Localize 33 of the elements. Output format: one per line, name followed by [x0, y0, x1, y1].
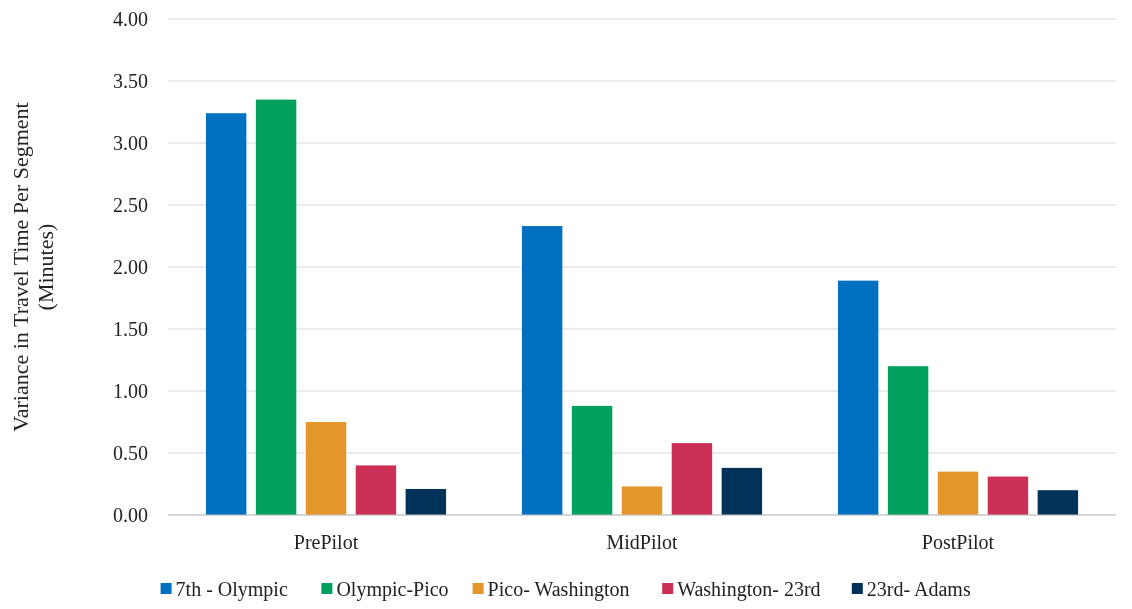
legend-label: 7th - Olympic: [175, 578, 288, 601]
y-axis-title: Variance in Travel Time Per Segment (Minutes): [8, 102, 59, 432]
bar: [1037, 490, 1079, 515]
y-tick-label: 0.00: [113, 504, 148, 526]
y-tick-label: 3.00: [113, 132, 148, 154]
bar: [721, 467, 763, 515]
bar: [205, 113, 247, 515]
y-tick-label: 1.50: [113, 318, 148, 340]
legend-label: Olympic-Pico: [336, 578, 449, 601]
bar: [987, 476, 1029, 515]
legend-label: Pico- Washington: [487, 578, 630, 601]
bar: [255, 99, 297, 515]
bar: [405, 488, 447, 515]
x-tick-label: MidPilot: [606, 531, 679, 553]
bar: [621, 486, 663, 515]
y-tick-label: 0.50: [113, 442, 148, 464]
y-tick-label: 4.00: [113, 8, 148, 30]
bar: [571, 405, 613, 515]
y-tick-label: 2.00: [113, 256, 148, 278]
bar: [305, 422, 347, 515]
bar: [937, 471, 979, 515]
x-tick-label: PrePilot: [293, 531, 359, 553]
bar: [355, 465, 397, 515]
x-tick-label: PostPilot: [921, 531, 995, 553]
bar: [671, 443, 713, 515]
y-tick-label: 1.00: [113, 380, 148, 402]
bar: [837, 280, 879, 515]
bar: [887, 366, 929, 515]
legend-label: 23rd- Adams: [866, 578, 971, 600]
y-tick-label: 2.50: [113, 194, 148, 216]
legend-label: Washington- 23rd: [677, 578, 821, 601]
y-tick-label: 3.50: [113, 70, 148, 92]
bar: [521, 226, 563, 515]
